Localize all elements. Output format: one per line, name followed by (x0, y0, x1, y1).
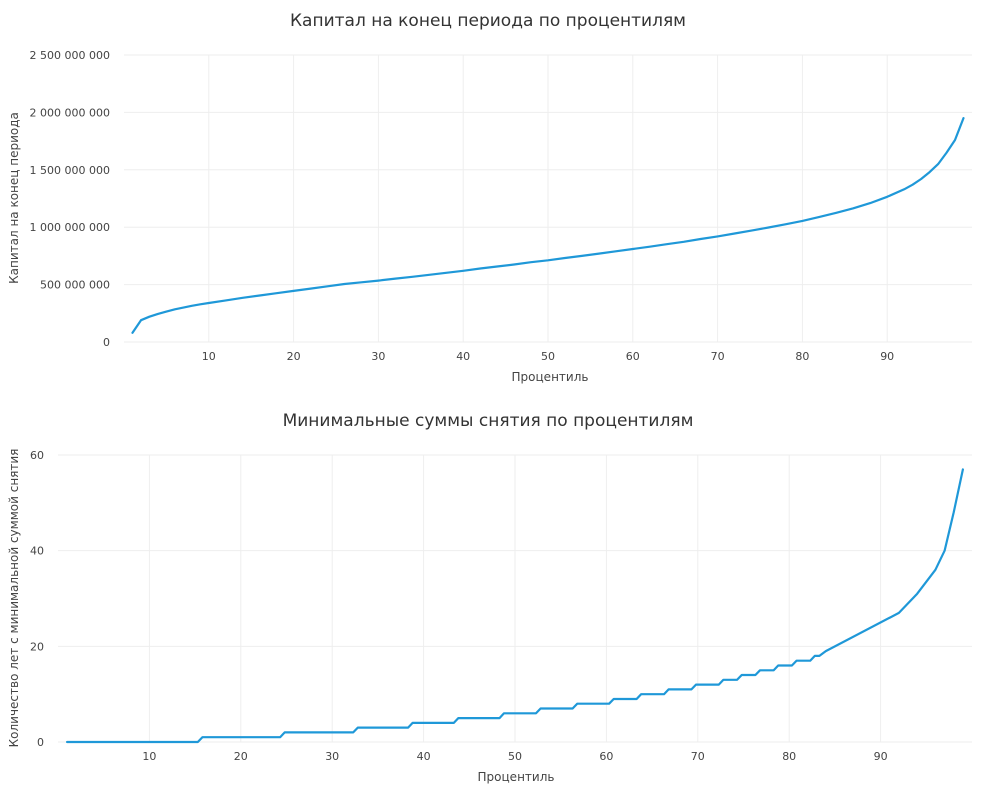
withdrawal-chart-y-axis-label: Количество лет с минимальной суммой снят… (7, 449, 21, 748)
capital-chart-x-tick-label: 10 (202, 350, 216, 363)
capital-chart-y-tick-label: 2 500 000 000 (30, 49, 110, 62)
withdrawal-chart-series-line (65, 468, 965, 744)
capital-chart: Капитал на конец периода по процентилям … (7, 11, 972, 384)
withdrawal-chart-series (65, 468, 965, 744)
withdrawal-chart-x-tick-label: 80 (782, 750, 796, 763)
capital-chart-x-axis-label: Процентиль (512, 370, 589, 384)
withdrawal-chart-x-tick-label: 90 (874, 750, 888, 763)
withdrawal-chart-y-tick-label: 0 (37, 736, 44, 749)
withdrawal-chart-x-tick-label: 10 (142, 750, 156, 763)
capital-chart-y-axis-label: Капитал на конец периода (7, 112, 21, 284)
withdrawal-chart-title: Минимальные суммы снятия по процентилям (283, 411, 694, 431)
capital-chart-x-ticks: 10 20 30 40 50 60 70 80 90 (202, 350, 894, 363)
capital-chart-y-tick-label: 1 000 000 000 (30, 221, 110, 234)
capital-chart-y-tick-label: 500 000 000 (40, 279, 110, 292)
capital-chart-y-tick-label: 2 000 000 000 (30, 106, 110, 119)
withdrawal-chart-y-ticks: 0 20 40 60 (30, 449, 44, 749)
withdrawal-chart-y-tick-label: 60 (30, 449, 44, 462)
withdrawal-chart-grid (58, 454, 972, 743)
withdrawal-chart-x-tick-label: 50 (508, 750, 522, 763)
withdrawal-chart-x-tick-label: 40 (417, 750, 431, 763)
capital-chart-x-tick-label: 60 (626, 350, 640, 363)
capital-chart-y-tick-label: 1 500 000 000 (30, 164, 110, 177)
withdrawal-chart-x-axis-label: Процентиль (478, 770, 555, 784)
capital-chart-x-tick-label: 40 (456, 350, 470, 363)
withdrawal-chart-x-tick-label: 20 (234, 750, 248, 763)
withdrawal-chart-x-tick-label: 70 (691, 750, 705, 763)
withdrawal-chart-y-tick-label: 40 (30, 545, 44, 558)
withdrawal-chart: Минимальные суммы снятия по процентилям … (7, 411, 972, 784)
capital-chart-x-tick-label: 20 (287, 350, 301, 363)
withdrawal-chart-y-tick-label: 20 (30, 640, 44, 653)
withdrawal-chart-x-tick-label: 30 (325, 750, 339, 763)
withdrawal-chart-x-tick-label: 60 (599, 750, 613, 763)
capital-chart-series-line (131, 116, 965, 334)
capital-chart-y-ticks: 0 500 000 000 1 000 000 000 1 500 000 000 2 … (30, 49, 110, 349)
capital-chart-grid (124, 54, 972, 343)
capital-chart-x-tick-label: 30 (371, 350, 385, 363)
capital-chart-x-tick-label: 70 (711, 350, 725, 363)
capital-chart-title: Капитал на конец периода по процентилям (290, 11, 686, 31)
capital-chart-x-tick-label: 50 (541, 350, 555, 363)
capital-chart-x-tick-label: 90 (880, 350, 894, 363)
capital-chart-series (131, 116, 965, 334)
capital-chart-x-tick-label: 80 (795, 350, 809, 363)
capital-chart-y-tick-label: 0 (103, 336, 110, 349)
withdrawal-chart-x-ticks: 10 20 30 40 50 60 70 80 90 (142, 750, 887, 763)
